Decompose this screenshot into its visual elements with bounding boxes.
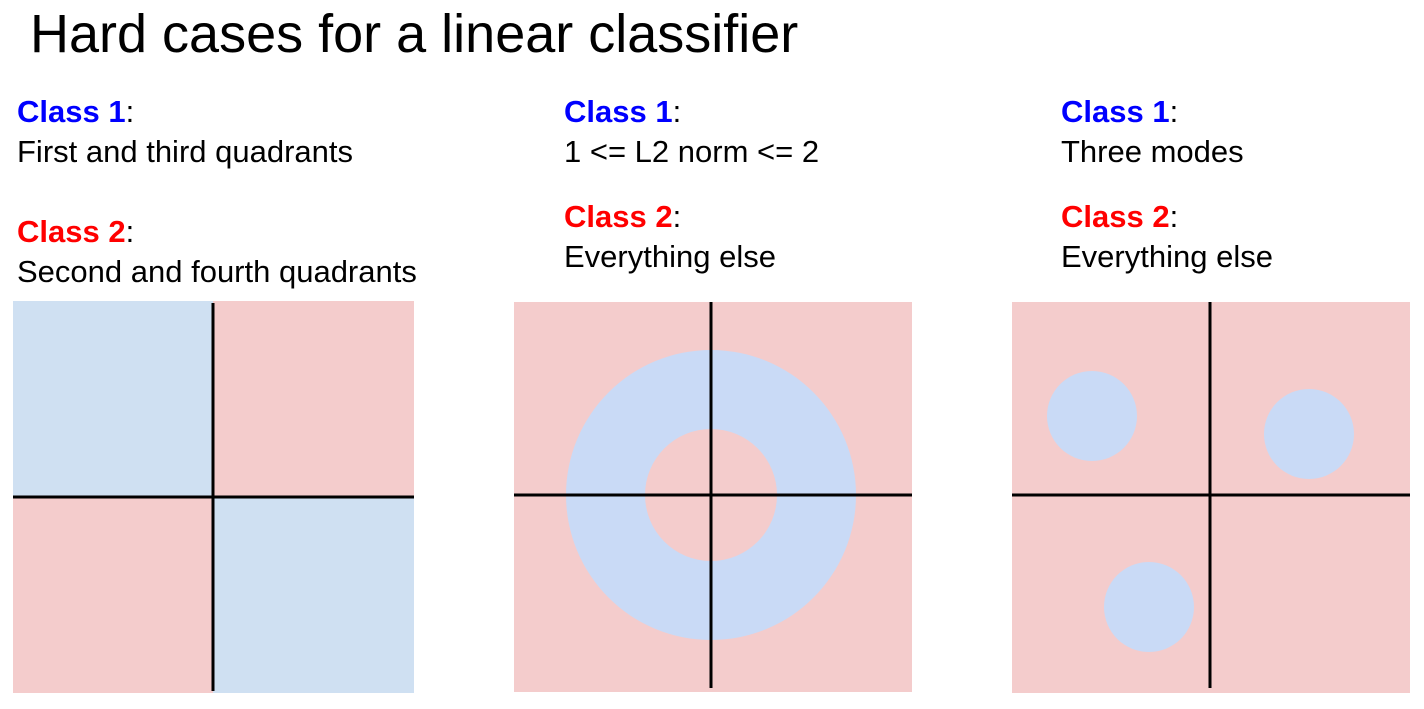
colon: : [672,199,682,234]
panel-2-class2-desc: Everything else [564,239,776,274]
panel-2-class2-heading: Class 2: [564,197,819,237]
colon: : [1169,94,1179,129]
class1-label: Class 1 [1061,94,1170,129]
panel-1-class1-desc: First and third quadrants [17,134,354,169]
class2-label: Class 2 [564,199,673,234]
panel-2-class1-desc: 1 <= L2 norm <= 2 [564,134,820,169]
panel-2-text: Class 1: 1 <= L2 norm <= 2 Class 2: Ever… [564,92,819,277]
class1-label: Class 1 [17,94,126,129]
panel-3-class2-heading: Class 2: [1061,197,1273,237]
panel-3-class1-heading: Class 1: [1061,92,1273,132]
mode-3-blob [1104,562,1194,652]
colon: : [672,94,682,129]
plot-quadrants [13,301,414,693]
plot-ring [514,302,912,692]
quadrant-4-region [213,497,414,693]
mode-2-blob [1264,389,1354,479]
ring-diagram [514,302,912,692]
quadrant-3-region [13,497,213,693]
mode-1-blob [1047,371,1137,461]
panel-3-text: Class 1: Three modes Class 2: Everything… [1061,92,1273,277]
quadrant-1-region [213,301,414,497]
quadrant-2-region [13,301,213,497]
colon: : [1169,199,1179,234]
class2-label: Class 2 [1061,199,1170,234]
panel-2-class1-heading: Class 1: [564,92,819,132]
class2-label: Class 2 [17,214,126,249]
panel-1-text: Class 1: First and third quadrants Class… [17,92,417,292]
panel-3-class1-desc: Three modes [1061,134,1244,169]
panel-1-class2-desc: Second and fourth quadrants [17,254,417,289]
panel-1-class2-heading: Class 2: [17,212,417,252]
page-title: Hard cases for a linear classifier [30,4,799,64]
panel-3-class2-desc: Everything else [1061,239,1273,274]
class1-label: Class 1 [564,94,673,129]
three-modes-diagram [1012,302,1410,693]
plot-three-modes [1012,302,1410,693]
colon: : [125,94,135,129]
panel-1-class1-heading: Class 1: [17,92,417,132]
quadrants-diagram [13,301,414,693]
colon: : [125,214,135,249]
